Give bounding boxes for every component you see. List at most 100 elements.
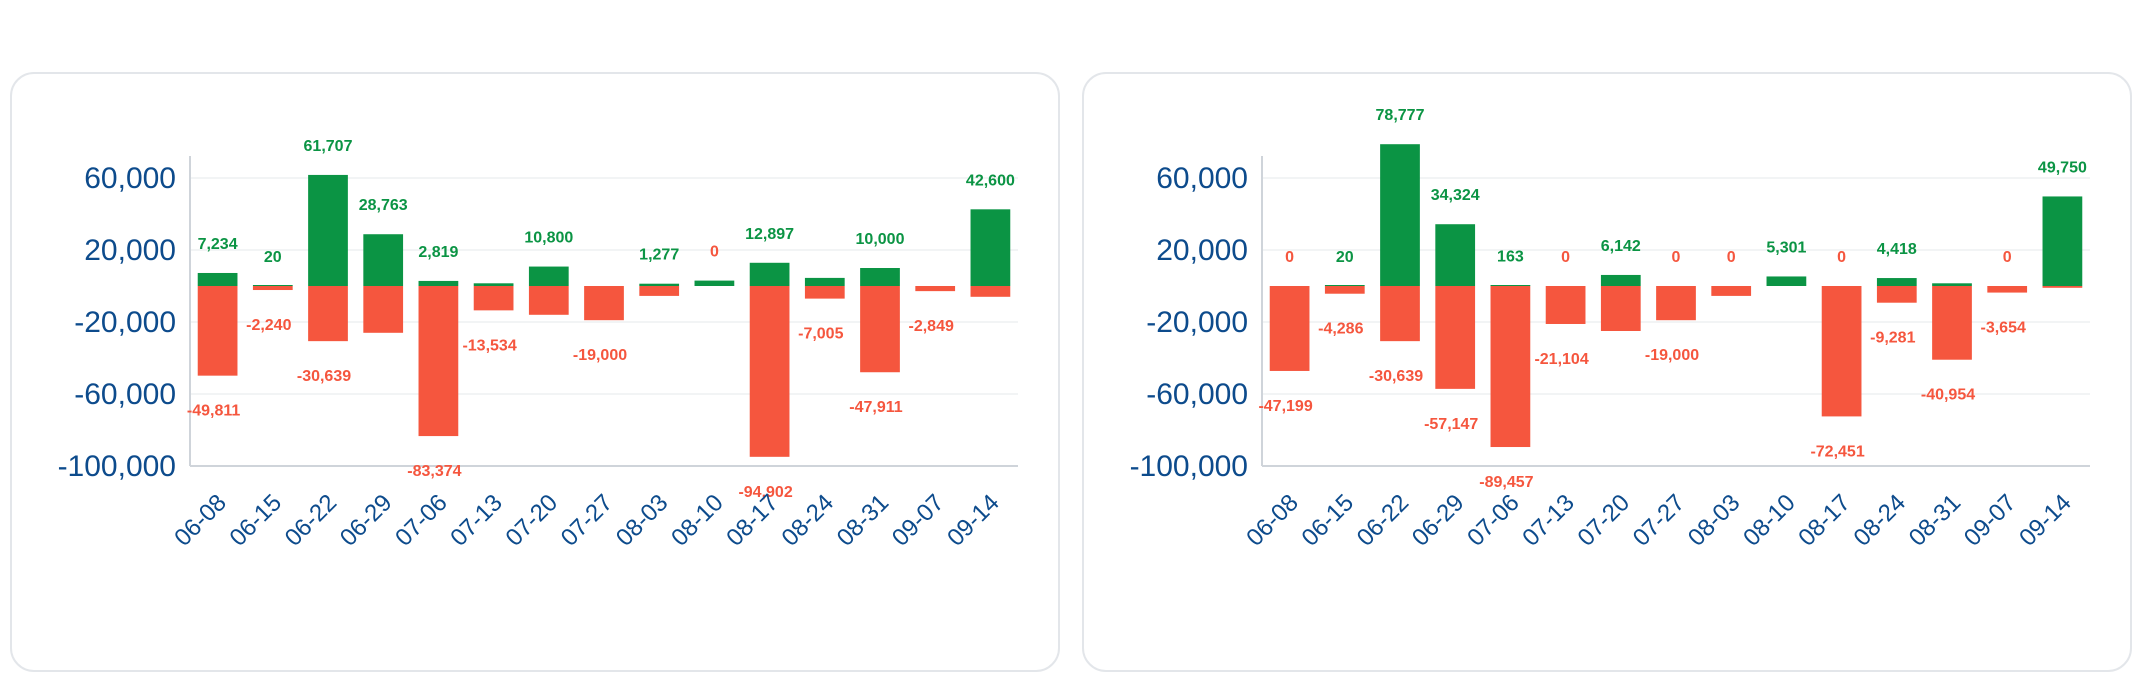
- x-tick-label: 07-20: [1573, 489, 1636, 552]
- data-label-positive: 0: [1672, 249, 1681, 266]
- data-label-positive: 4,418: [1877, 241, 1917, 258]
- bar-negative: [363, 286, 404, 333]
- y-tick-label: -100,000: [1130, 450, 1248, 483]
- data-label-positive: 61,707: [304, 138, 353, 155]
- y-tick-label: 20,000: [84, 234, 176, 267]
- x-tick-label: 07-06: [1462, 489, 1525, 552]
- data-label-positive: 42,600: [966, 172, 1015, 189]
- bar-positive: [1490, 285, 1531, 286]
- x-tick-label: 09-07: [887, 489, 950, 552]
- x-tick-label: 08-10: [1738, 489, 1801, 552]
- data-label-positive: 7,234: [198, 236, 238, 253]
- bar-chart-left: 60,000 20,000 -20,000 -60,000 -100,000 7,234 -…: [58, 138, 1018, 552]
- bar-negative: [197, 286, 238, 376]
- data-label-negative: -94,902: [738, 484, 792, 501]
- data-label-positive: 0: [1285, 249, 1294, 266]
- x-tick-label: 09-14: [942, 489, 1005, 552]
- data-label-negative: -47,911: [849, 399, 902, 416]
- x-tick-label: 07-27: [556, 489, 619, 552]
- x-tick-label: 07-06: [390, 489, 453, 552]
- x-tick-label: 08-17: [1793, 489, 1856, 552]
- y-tick-label: 20,000: [1156, 234, 1248, 267]
- chart-panel-right: 60,000 20,000 -20,000 -60,000 -100,000 0 -47,1…: [1082, 72, 2132, 672]
- x-tick-label: 08-31: [832, 489, 895, 552]
- data-label-negative: -13,534: [462, 337, 516, 354]
- bar-positive: [197, 272, 238, 286]
- x-tick-label: 06-29: [335, 489, 398, 552]
- x-tick-label: 08-10: [666, 489, 729, 552]
- bar-negative: [1269, 286, 1310, 371]
- bar-positive: [639, 283, 680, 286]
- bar-negative: [915, 286, 956, 292]
- data-label-positive: 34,324: [1431, 187, 1480, 204]
- bar-negative: [473, 286, 514, 311]
- y-tick-label: -60,000: [74, 378, 176, 411]
- x-tick-label: 07-13: [445, 489, 508, 552]
- x-tick-label: 07-27: [1628, 489, 1691, 552]
- data-label-negative: -49,811: [187, 403, 240, 420]
- bar-positive: [970, 209, 1011, 286]
- chart-panel-left: 60,000 20,000 -20,000 -60,000 -100,000 7,234 -…: [10, 72, 1060, 672]
- data-label-positive: 2,819: [418, 244, 458, 261]
- data-label-negative: -19,000: [573, 347, 627, 364]
- bar-negative: [1876, 286, 1917, 303]
- bar-negative: [860, 286, 900, 373]
- x-tick-label: 06-29: [1407, 489, 1470, 552]
- bar-positive: [363, 234, 404, 286]
- x-tick-label: 06-22: [280, 489, 343, 552]
- x-tick-label: 07-13: [1517, 489, 1580, 552]
- bar-negative: [1932, 286, 1972, 360]
- bar-positive: [1435, 224, 1476, 286]
- bar-positive: [308, 174, 348, 286]
- data-label-positive: 12,897: [745, 226, 794, 243]
- bar-negative: [1435, 286, 1476, 389]
- data-label-positive: 0: [1561, 249, 1570, 266]
- y-tick-label: -20,000: [74, 306, 176, 339]
- data-label-negative: -89,457: [1479, 474, 1533, 491]
- data-label-negative: -30,639: [297, 368, 351, 385]
- y-tick-label: -20,000: [1146, 306, 1248, 339]
- data-label-positive: 0: [2003, 249, 2012, 266]
- bar-negative: [804, 286, 845, 299]
- data-label-negative: -83,374: [407, 463, 461, 480]
- bar-negative: [1711, 286, 1752, 296]
- data-label-negative: -7,005: [798, 326, 843, 343]
- bar-negative: [639, 286, 680, 296]
- data-label-negative: -47,199: [1258, 398, 1312, 415]
- data-label-negative: -30,639: [1369, 368, 1423, 385]
- x-tick-label: 08-31: [1904, 489, 1967, 552]
- data-label-negative: -3,654: [1981, 320, 2026, 337]
- bar-positive: [473, 283, 514, 286]
- bar-positive: [2042, 196, 2083, 286]
- bar-negative: [584, 286, 624, 321]
- data-label-positive: 163: [1497, 249, 1524, 266]
- data-label-negative: -57,147: [1424, 416, 1478, 433]
- bar-positive: [694, 280, 735, 286]
- bar-negative: [749, 286, 790, 457]
- bar-positive: [1380, 144, 1420, 286]
- bar-chart-right: 60,000 20,000 -20,000 -60,000 -100,000 0 -47,1…: [1130, 107, 2090, 552]
- data-label-positive: 6,142: [1601, 238, 1641, 255]
- data-label-negative: -72,451: [1810, 443, 1864, 460]
- y-tick-label: 60,000: [84, 162, 176, 195]
- data-label-positive: 0: [1727, 249, 1736, 266]
- data-label-positive: 5,301: [1766, 239, 1806, 256]
- x-tick-label: 06-22: [1352, 489, 1415, 552]
- bar-negative: [1821, 286, 1862, 417]
- bar-negative: [308, 286, 348, 342]
- bar-positive: [418, 280, 459, 286]
- bar-negative: [1490, 286, 1531, 448]
- data-label-negative: -9,281: [1870, 330, 1915, 347]
- data-label-positive: 20: [264, 249, 282, 266]
- bar-negative: [252, 286, 293, 291]
- data-label-positive: 0: [710, 244, 719, 261]
- x-tick-label: 08-03: [1683, 489, 1746, 552]
- x-tick-label: 08-03: [611, 489, 674, 552]
- bar-positive: [528, 266, 569, 286]
- data-label-negative: -40,954: [1921, 387, 1975, 404]
- bar-positive: [749, 262, 790, 286]
- x-tick-label: 06-08: [1241, 489, 1304, 552]
- bar-negative: [1380, 286, 1420, 342]
- data-label-negative: -19,000: [1645, 347, 1699, 364]
- data-label-negative: -2,849: [909, 318, 954, 335]
